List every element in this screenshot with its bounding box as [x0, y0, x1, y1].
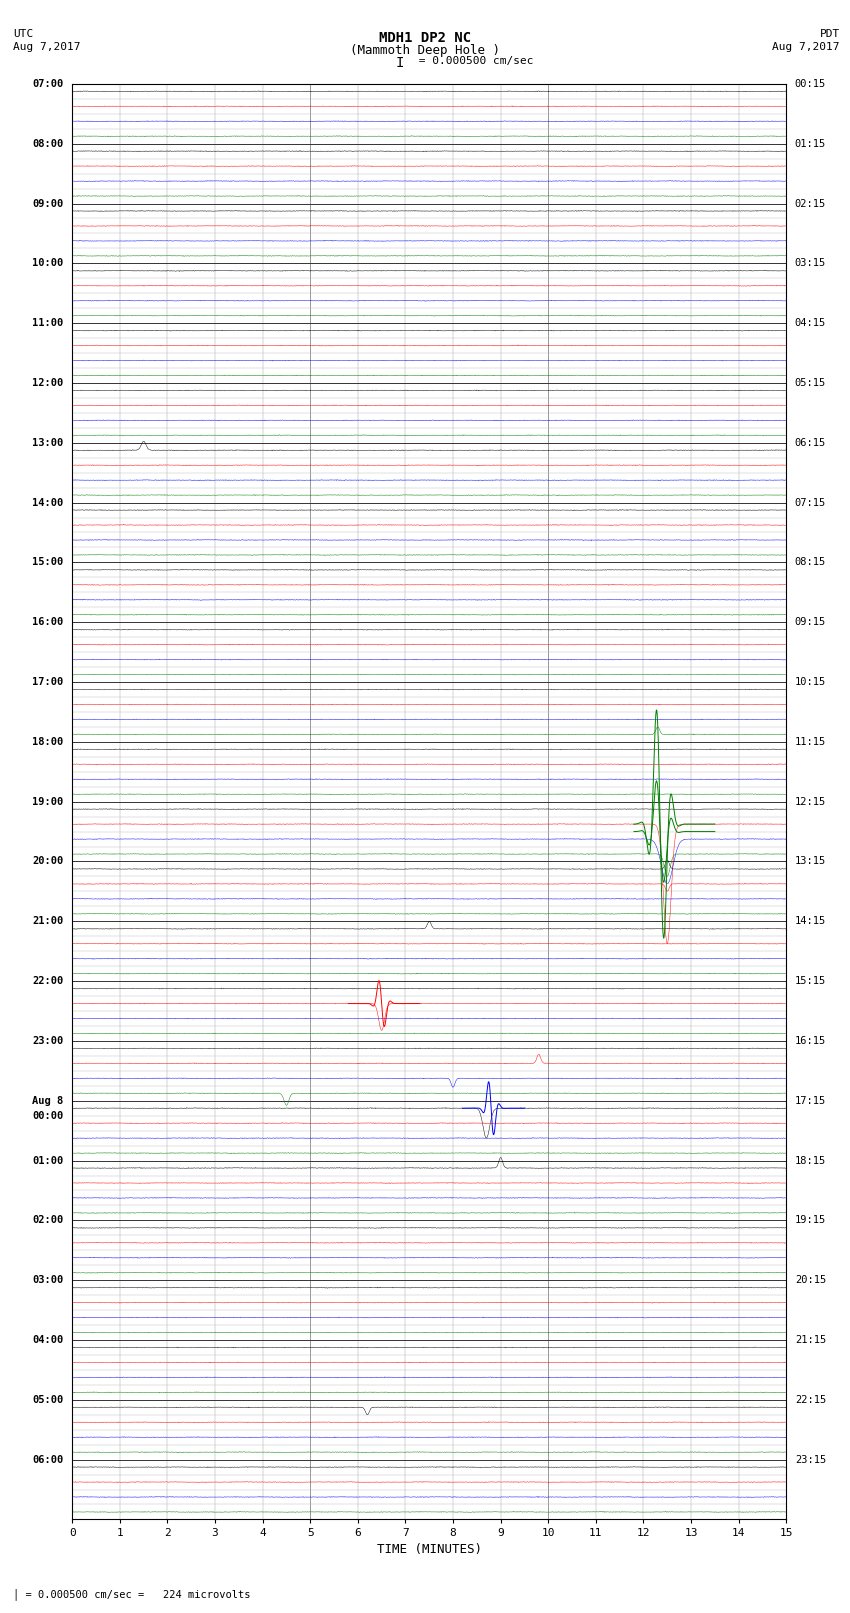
Text: 19:15: 19:15	[795, 1215, 826, 1226]
Text: Aug 7,2017: Aug 7,2017	[773, 42, 840, 52]
Text: 22:15: 22:15	[795, 1395, 826, 1405]
Text: 17:00: 17:00	[32, 677, 64, 687]
Text: 04:00: 04:00	[32, 1336, 64, 1345]
Text: 19:00: 19:00	[32, 797, 64, 806]
Text: 16:15: 16:15	[795, 1036, 826, 1045]
Text: 08:15: 08:15	[795, 558, 826, 568]
Text: 20:00: 20:00	[32, 857, 64, 866]
Text: 07:15: 07:15	[795, 497, 826, 508]
Text: 18:00: 18:00	[32, 737, 64, 747]
Text: 04:15: 04:15	[795, 318, 826, 327]
Text: 10:00: 10:00	[32, 258, 64, 268]
Text: 00:15: 00:15	[795, 79, 826, 89]
Text: 11:00: 11:00	[32, 318, 64, 327]
Text: UTC: UTC	[13, 29, 33, 39]
Text: 23:00: 23:00	[32, 1036, 64, 1045]
Text: 08:00: 08:00	[32, 139, 64, 148]
Text: PDT: PDT	[819, 29, 840, 39]
Text: 09:15: 09:15	[795, 618, 826, 627]
Text: 05:15: 05:15	[795, 377, 826, 389]
Text: 12:00: 12:00	[32, 377, 64, 389]
Text: (Mammoth Deep Hole ): (Mammoth Deep Hole )	[350, 44, 500, 56]
Text: Aug 7,2017: Aug 7,2017	[13, 42, 80, 52]
Text: 06:00: 06:00	[32, 1455, 64, 1465]
Text: 07:00: 07:00	[32, 79, 64, 89]
Text: 13:15: 13:15	[795, 857, 826, 866]
Text: 15:15: 15:15	[795, 976, 826, 986]
Text: 03:00: 03:00	[32, 1276, 64, 1286]
Text: 12:15: 12:15	[795, 797, 826, 806]
X-axis label: TIME (MINUTES): TIME (MINUTES)	[377, 1542, 482, 1555]
Text: Aug 8: Aug 8	[32, 1095, 64, 1107]
Text: 06:15: 06:15	[795, 437, 826, 448]
Text: 22:00: 22:00	[32, 976, 64, 986]
Text: 02:15: 02:15	[795, 198, 826, 208]
Text: 18:15: 18:15	[795, 1155, 826, 1166]
Text: 14:00: 14:00	[32, 497, 64, 508]
Text: 01:00: 01:00	[32, 1155, 64, 1166]
Text: 15:00: 15:00	[32, 558, 64, 568]
Text: 23:15: 23:15	[795, 1455, 826, 1465]
Text: = 0.000500 cm/sec: = 0.000500 cm/sec	[412, 56, 534, 66]
Text: 17:15: 17:15	[795, 1095, 826, 1107]
Text: 02:00: 02:00	[32, 1215, 64, 1226]
Text: I: I	[395, 56, 404, 71]
Text: 03:15: 03:15	[795, 258, 826, 268]
Text: 00:00: 00:00	[32, 1111, 64, 1121]
Text: MDH1 DP2 NC: MDH1 DP2 NC	[379, 31, 471, 45]
Text: 11:15: 11:15	[795, 737, 826, 747]
Text: 21:00: 21:00	[32, 916, 64, 926]
Text: 05:00: 05:00	[32, 1395, 64, 1405]
Text: 16:00: 16:00	[32, 618, 64, 627]
Text: │ = 0.000500 cm/sec =   224 microvolts: │ = 0.000500 cm/sec = 224 microvolts	[13, 1589, 250, 1600]
Text: 20:15: 20:15	[795, 1276, 826, 1286]
Text: 14:15: 14:15	[795, 916, 826, 926]
Text: 21:15: 21:15	[795, 1336, 826, 1345]
Text: 13:00: 13:00	[32, 437, 64, 448]
Text: 01:15: 01:15	[795, 139, 826, 148]
Text: 10:15: 10:15	[795, 677, 826, 687]
Text: 09:00: 09:00	[32, 198, 64, 208]
